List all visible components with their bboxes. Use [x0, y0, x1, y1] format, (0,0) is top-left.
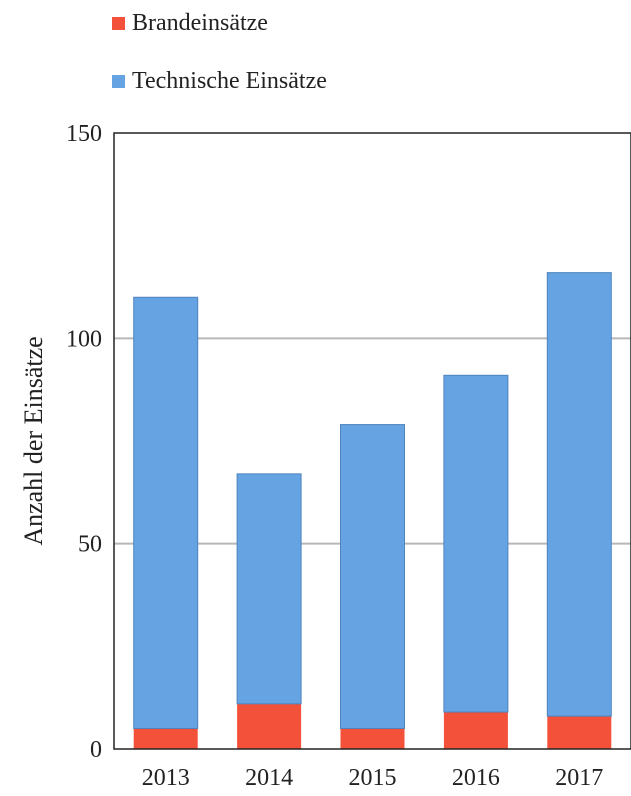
legend-label-technisch: Technische Einsätze — [132, 68, 327, 94]
y-axis-title: Anzahl der Einsätze — [19, 336, 48, 545]
y-tick-label: 0 — [90, 737, 102, 763]
x-tick-label-2016: 2016 — [452, 765, 500, 791]
bar-2015-technisch — [340, 424, 405, 729]
y-tick-label: 100 — [66, 326, 102, 352]
bar-2014-technisch — [236, 473, 302, 705]
legend-item-brand: Brandeinsätze — [112, 10, 268, 37]
x-tick-label-2014: 2014 — [245, 765, 293, 791]
bar-2016-technisch — [443, 374, 509, 713]
legend-label-brand: Brandeinsätze — [132, 10, 268, 36]
bar-2013-brand — [133, 728, 198, 749]
bar-2017-brand — [547, 716, 612, 749]
legend-swatch-technisch — [112, 75, 125, 88]
bar-2015-brand — [340, 728, 405, 749]
y-tick-label: 50 — [78, 532, 102, 558]
bar-2016-brand — [443, 712, 508, 749]
x-tick-label-2015: 2015 — [349, 765, 397, 791]
x-tick-label-2017: 2017 — [555, 765, 603, 791]
y-tick-label: 150 — [66, 121, 102, 147]
legend-swatch-brand — [112, 17, 125, 30]
bar-2017-technisch — [546, 272, 612, 717]
legend-item-technisch: Technische Einsätze — [112, 68, 327, 95]
bar-2013-technisch — [133, 296, 199, 729]
plot-frame — [113, 132, 631, 750]
bar-2014-brand — [237, 703, 302, 749]
x-tick-label-2013: 2013 — [142, 765, 190, 791]
